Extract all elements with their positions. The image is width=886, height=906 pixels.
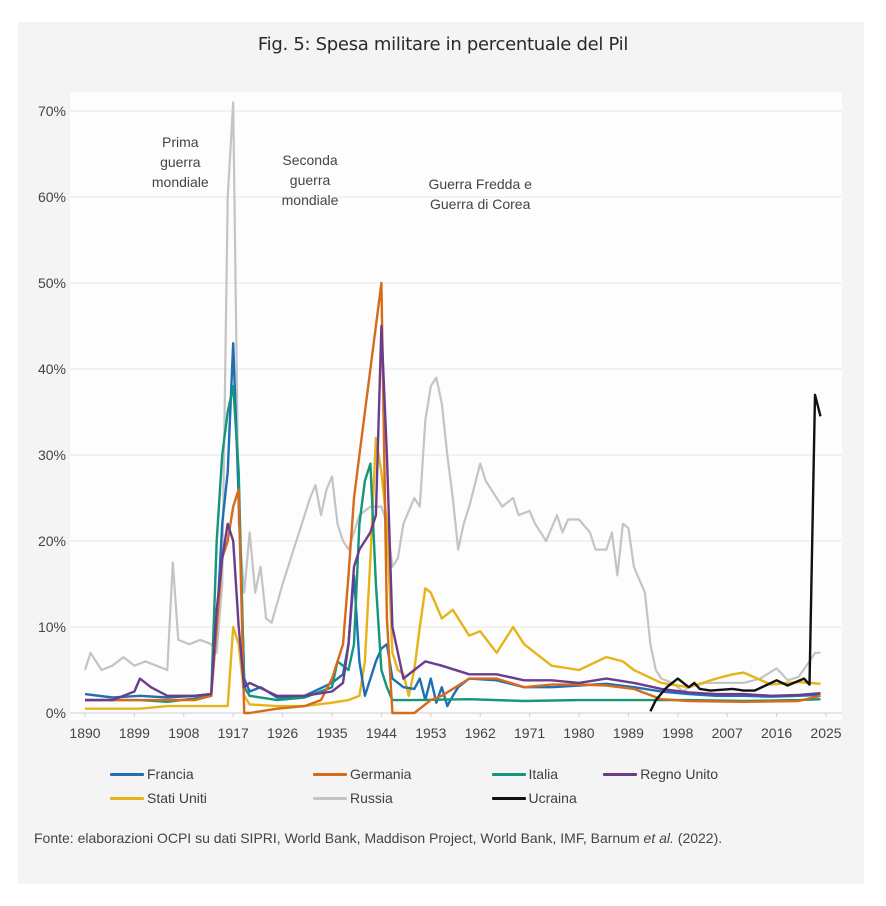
legend-item: Francia	[110, 766, 194, 782]
x-tick-label: 1908	[168, 725, 199, 741]
legend-label: Italia	[528, 766, 559, 782]
y-tick-label: 30%	[38, 447, 66, 463]
legend-swatch	[110, 772, 144, 776]
legend-swatch	[313, 796, 347, 800]
x-tick-label: 1926	[267, 725, 298, 741]
period-annotation: Prima guerra mondiale	[152, 134, 209, 190]
y-tick-label: 0%	[46, 705, 66, 721]
series-line-ucraina	[649, 393, 822, 712]
source-note: Fonte: elaborazioni OCPI su dati SIPRI, …	[34, 827, 854, 849]
x-tick-label: 1935	[316, 725, 347, 741]
y-tick-label: 20%	[38, 533, 66, 549]
x-axis-ticks: 1890 1899 1908 1917 1926 1935 1944 1953 1962 1971…	[69, 713, 842, 741]
y-tick-label: 10%	[38, 619, 66, 635]
x-tick-label: 1971	[514, 725, 545, 741]
legend-label: Germania	[350, 766, 412, 782]
legend-swatch	[491, 796, 526, 800]
series-line-russia	[83, 101, 821, 693]
legend-swatch	[603, 772, 638, 776]
x-tick-label: 1953	[415, 725, 446, 741]
x-tick-label: 1944	[366, 725, 397, 741]
series-line-italia	[85, 385, 821, 703]
y-tick-label: 50%	[38, 275, 66, 291]
source-italic: et al.	[643, 830, 674, 846]
series-line-germania	[85, 281, 821, 715]
y-tick-label: 70%	[38, 103, 66, 119]
legend-item: Ucraina	[491, 790, 577, 806]
legend-label: Stati Uniti	[147, 790, 207, 806]
legend-label: Ucraina	[528, 790, 577, 806]
legend-swatch	[491, 772, 526, 776]
series-lines	[83, 101, 822, 715]
x-tick-label: 1998	[662, 725, 693, 741]
chart-title: Fig. 5: Spesa militare in percentuale de…	[257, 34, 629, 55]
period-annotation: Guerra Fredda e Guerra di Corea	[428, 176, 532, 212]
legend-swatch	[110, 796, 144, 800]
source-text: Fonte: elaborazioni OCPI su dati SIPRI, …	[34, 830, 644, 846]
legend-item: Stati Uniti	[110, 790, 207, 806]
y-axis-ticks: 0% 10% 20% 30% 40% 50% 60% 70%	[38, 103, 66, 721]
series-line-regno-unito	[85, 324, 821, 702]
x-tick-label: 1899	[119, 725, 150, 741]
x-tick-label: 1917	[218, 725, 249, 741]
x-tick-label: 2016	[761, 725, 792, 741]
legend-item: Russia	[313, 790, 393, 806]
x-tick-label: 2025	[810, 725, 841, 741]
x-tick-label: 1962	[465, 725, 496, 741]
x-tick-label: 2007	[712, 725, 743, 741]
annotations: Prima guerra mondiale Seconda guerra mondiale…	[152, 134, 532, 212]
y-tick-label: 60%	[38, 189, 66, 205]
legend-label: Francia	[147, 766, 194, 782]
y-tick-label: 40%	[38, 361, 66, 377]
period-annotation: Seconda guerra mondiale	[282, 152, 339, 208]
x-tick-label: 1890	[69, 725, 100, 741]
x-tick-label: 1989	[613, 725, 644, 741]
legend-swatch	[313, 772, 347, 776]
source-suffix: (2022).	[673, 830, 723, 846]
legend-item: Germania	[313, 766, 411, 782]
x-tick-label: 1980	[563, 725, 594, 741]
legend-label: Regno Unito	[640, 766, 719, 782]
legend-item: Regno Unito	[603, 766, 718, 782]
legend-item: Italia	[491, 766, 559, 782]
legend-label: Russia	[350, 790, 393, 806]
